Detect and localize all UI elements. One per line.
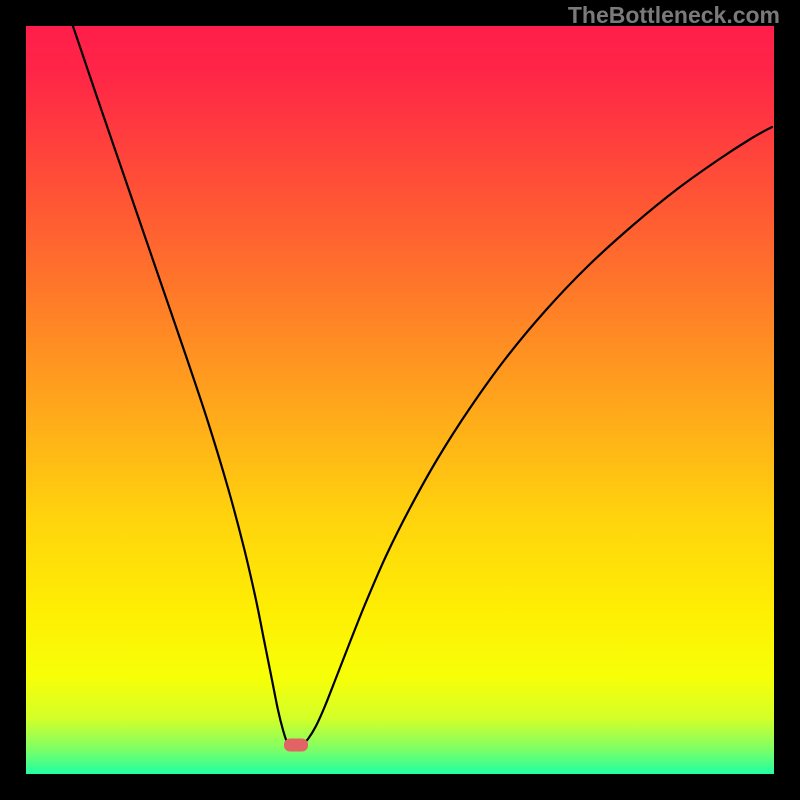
chart-frame: TheBottleneck.com — [0, 0, 800, 800]
plot-area — [26, 26, 774, 774]
watermark-text: TheBottleneck.com — [568, 4, 780, 27]
curve-path — [62, 0, 772, 748]
optimum-marker — [284, 739, 308, 752]
bottleneck-curve — [26, 26, 774, 774]
